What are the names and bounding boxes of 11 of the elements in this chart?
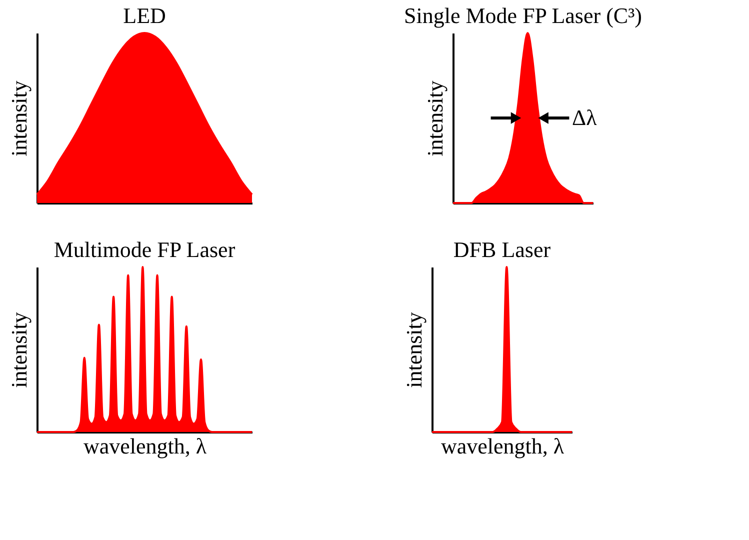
chart-title: Single Mode FP Laser (C³) xyxy=(404,3,642,28)
y-axis-title: intensity xyxy=(6,312,32,388)
y-axis-title: intensity xyxy=(422,80,448,156)
chart-title: DFB Laser xyxy=(453,237,552,262)
annotation: Δλ xyxy=(572,105,598,130)
x-axis-title: wavelength, λ xyxy=(440,434,564,458)
y-axis-title: intensity xyxy=(6,80,32,156)
chart-title: Multimode FP Laser xyxy=(54,237,236,262)
y-axis-title: intensity xyxy=(402,312,426,388)
chart-title: LED xyxy=(123,3,166,28)
x-axis-title: wavelength, λ xyxy=(83,434,207,458)
